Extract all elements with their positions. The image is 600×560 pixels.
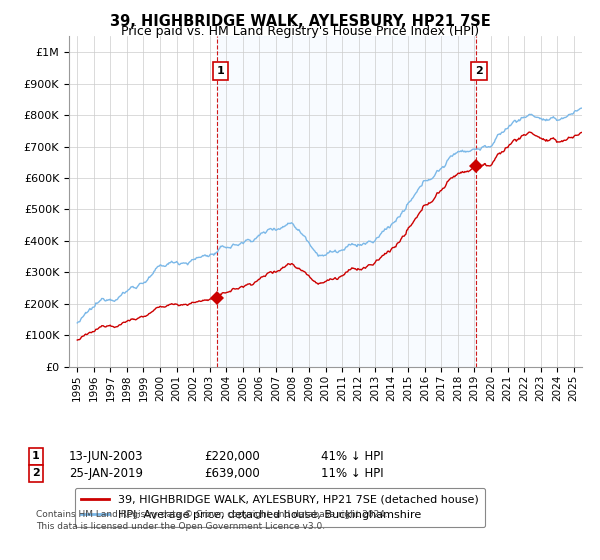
Text: Contains HM Land Registry data © Crown copyright and database right 2024.: Contains HM Land Registry data © Crown c…	[36, 510, 388, 519]
Text: 11% ↓ HPI: 11% ↓ HPI	[321, 466, 383, 480]
Text: 1: 1	[217, 66, 224, 76]
Text: 2: 2	[32, 468, 40, 478]
Text: £220,000: £220,000	[204, 450, 260, 463]
Text: 25-JAN-2019: 25-JAN-2019	[69, 466, 143, 480]
Legend: 39, HIGHBRIDGE WALK, AYLESBURY, HP21 7SE (detached house), HPI: Average price, d: 39, HIGHBRIDGE WALK, AYLESBURY, HP21 7SE…	[74, 488, 485, 527]
Text: 39, HIGHBRIDGE WALK, AYLESBURY, HP21 7SE: 39, HIGHBRIDGE WALK, AYLESBURY, HP21 7SE	[110, 14, 490, 29]
Text: Price paid vs. HM Land Registry's House Price Index (HPI): Price paid vs. HM Land Registry's House …	[121, 25, 479, 38]
Bar	[217, 36, 476, 367]
Text: This data is licensed under the Open Government Licence v3.0.: This data is licensed under the Open Gov…	[36, 522, 325, 531]
Text: 1: 1	[32, 451, 40, 461]
Text: 41% ↓ HPI: 41% ↓ HPI	[321, 450, 383, 463]
Text: 13-JUN-2003: 13-JUN-2003	[69, 450, 143, 463]
Text: £639,000: £639,000	[204, 466, 260, 480]
Text: 2: 2	[475, 66, 483, 76]
